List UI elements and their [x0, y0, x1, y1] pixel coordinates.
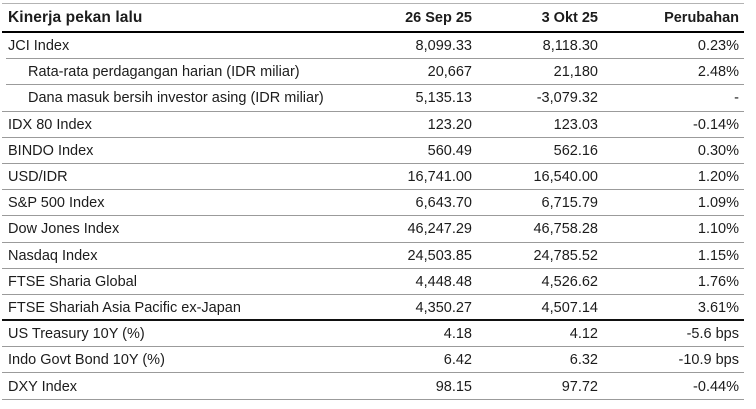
value-change: 1.09% — [697, 195, 739, 212]
value-change: 1.76% — [697, 273, 739, 290]
value-change: 1.20% — [697, 169, 739, 186]
value-change: -0.44% — [693, 378, 739, 395]
row-label: FTSE Sharia Global — [8, 273, 137, 290]
value-prev-date: 16,741.00 — [407, 169, 472, 186]
table-top-rule — [2, 3, 744, 4]
row-label: S&P 500 Index — [8, 195, 105, 212]
value-prev-date: 46,247.29 — [407, 221, 472, 238]
value-prev-date: 560.49 — [427, 142, 472, 159]
value-change: 0.30% — [697, 142, 739, 159]
column-header-prev-date: 26 Sep 25 — [405, 9, 472, 26]
column-header-curr-date: 3 Okt 25 — [541, 9, 598, 26]
row-label: DXY Index — [8, 378, 78, 395]
value-curr-date: 46,758.28 — [533, 221, 598, 238]
value-curr-date: 6.32 — [569, 352, 598, 369]
value-curr-date: 8,118.30 — [542, 38, 598, 55]
row-label: FTSE Shariah Asia Pacific ex-Japan — [8, 299, 241, 316]
table-body: JCI Index 8,099.33 8,118.30 0.23% Rata-rata … — [2, 33, 744, 400]
row-label: JCI Index — [8, 38, 70, 55]
value-change: 3.61% — [697, 299, 739, 316]
value-prev-date: 4,350.27 — [415, 299, 472, 316]
value-prev-date: 98.15 — [435, 378, 472, 395]
table-row: BINDO Index 560.49 562.16 0.30% — [2, 138, 744, 165]
table-row: Dana masuk bersih investor asing (IDR mi… — [2, 85, 744, 112]
weekly-performance-table: Kinerja pekan lalu 26 Sep 25 3 Okt 25 Pe… — [2, 3, 744, 400]
table-row: JCI Index 8,099.33 8,118.30 0.23% — [2, 33, 744, 60]
value-curr-date: 4.12 — [569, 326, 598, 343]
value-curr-date: 123.03 — [553, 116, 598, 133]
value-prev-date: 8,099.33 — [415, 38, 472, 55]
row-label: USD/IDR — [8, 169, 68, 186]
row-label: Rata-rata perdagangan harian (IDR miliar… — [28, 64, 300, 81]
table-row: US Treasury 10Y (%) 4.18 4.12 -5.6 bps — [2, 321, 744, 348]
row-label: Indo Govt Bond 10Y (%) — [8, 352, 165, 369]
value-curr-date: 24,785.52 — [533, 247, 598, 264]
value-prev-date: 4,448.48 — [415, 273, 472, 290]
table-row: S&P 500 Index 6,643.70 6,715.79 1.09% — [2, 190, 744, 217]
table-header-row: Kinerja pekan lalu 26 Sep 25 3 Okt 25 Pe… — [2, 4, 744, 33]
value-change: 1.15% — [697, 247, 739, 264]
value-prev-date: 123.20 — [427, 116, 472, 133]
value-prev-date: 5,135.13 — [415, 90, 472, 107]
value-prev-date: 24,503.85 — [407, 247, 472, 264]
table-row: USD/IDR 16,741.00 16,540.00 1.20% — [2, 164, 744, 191]
value-change: 1.10% — [697, 221, 739, 238]
table-row: Rata-rata perdagangan harian (IDR miliar… — [2, 59, 744, 86]
row-label: US Treasury 10Y (%) — [8, 326, 145, 343]
row-label: BINDO Index — [8, 142, 94, 159]
row-label: Dana masuk bersih investor asing (IDR mi… — [28, 90, 324, 107]
value-change: 2.48% — [697, 64, 739, 81]
value-change: -0.14% — [693, 116, 739, 133]
value-curr-date: 21,180 — [553, 64, 598, 81]
row-label: IDX 80 Index — [8, 116, 92, 133]
value-prev-date: 6,643.70 — [415, 195, 472, 212]
value-curr-date: 16,540.00 — [533, 169, 598, 186]
value-prev-date: 6.42 — [443, 352, 472, 369]
table-title: Kinerja pekan lalu — [8, 8, 143, 26]
value-change: - — [734, 90, 739, 107]
table-row: Dow Jones Index 46,247.29 46,758.28 1.10% — [2, 216, 744, 243]
value-change: -10.9 bps — [678, 352, 739, 369]
value-curr-date: 6,715.79 — [541, 195, 598, 212]
table-row: Indo Govt Bond 10Y (%) 6.42 6.32 -10.9 bps — [2, 347, 744, 374]
value-prev-date: 4.18 — [443, 326, 472, 343]
table-row: DXY Index 98.15 97.72 -0.44% — [2, 373, 744, 400]
table-row: FTSE Sharia Global 4,448.48 4,526.62 1.76% — [2, 269, 744, 296]
column-header-change: Perubahan — [664, 9, 739, 26]
table-row: Nasdaq Index 24,503.85 24,785.52 1.15% — [2, 243, 744, 269]
row-label: Dow Jones Index — [8, 221, 120, 238]
value-prev-date: 20,667 — [427, 64, 472, 81]
value-curr-date: 562.16 — [553, 142, 598, 159]
row-label: Nasdaq Index — [8, 247, 98, 264]
table-row: FTSE Shariah Asia Pacific ex-Japan 4,350.… — [2, 295, 744, 322]
value-curr-date: 97.72 — [561, 378, 598, 395]
value-curr-date: 4,526.62 — [541, 273, 598, 290]
value-curr-date: -3,079.32 — [536, 90, 598, 107]
value-curr-date: 4,507.14 — [541, 299, 598, 316]
value-change: 0.23% — [697, 38, 739, 55]
value-change: -5.6 bps — [686, 326, 739, 343]
table-row: IDX 80 Index 123.20 123.03 -0.14% — [2, 112, 744, 138]
